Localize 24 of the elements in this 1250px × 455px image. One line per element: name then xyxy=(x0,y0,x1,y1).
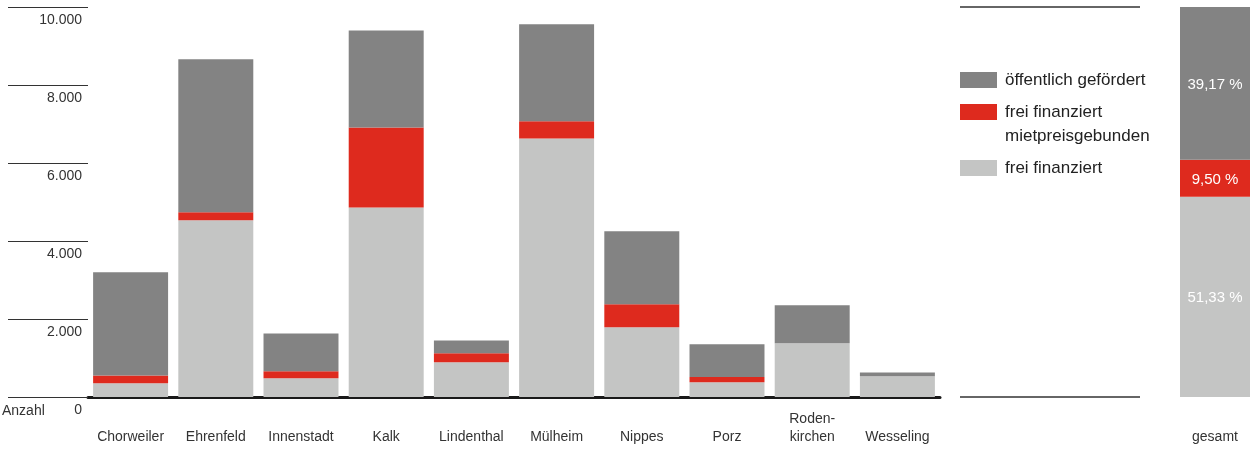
y-tick-label: 8.000 xyxy=(46,89,83,105)
y-tick-label: 4.000 xyxy=(46,245,83,261)
data-label: 51,33 % xyxy=(1187,288,1243,306)
x-tick-label: gesamt xyxy=(1192,428,1239,444)
x-tick-label: Innenstadt xyxy=(268,428,334,444)
y-tick-label: 10.000 xyxy=(39,11,83,27)
data-label: 9,50 % xyxy=(1191,169,1239,187)
y-tick-label: 2.000 xyxy=(46,323,83,339)
x-tick-label: Roden- kirchen xyxy=(789,410,836,444)
x-tick-label: Mülheim xyxy=(530,428,584,444)
legend-label: frei finanziert mietpreisgebunden xyxy=(1005,101,1151,147)
y-tick-label: 0 xyxy=(74,401,83,417)
x-tick-label: Lindenthal xyxy=(439,428,504,444)
y-tick-label: 6.000 xyxy=(46,167,83,183)
legend-label: frei finanziert xyxy=(1005,157,1103,179)
legend-label: öffentlich gefördert xyxy=(1005,69,1146,91)
x-tick-label: Ehrenfeld xyxy=(185,428,246,444)
x-tick-label: Kalk xyxy=(372,428,401,444)
x-tick-label: Wesseling xyxy=(865,428,930,444)
x-tick-label: Nippes xyxy=(620,428,664,444)
x-tick-label: Chorweiler xyxy=(97,428,165,444)
data-label: 39,17 % xyxy=(1187,74,1243,92)
y-axis-title: Anzahl xyxy=(2,402,45,418)
x-tick-label: Porz xyxy=(712,428,742,444)
